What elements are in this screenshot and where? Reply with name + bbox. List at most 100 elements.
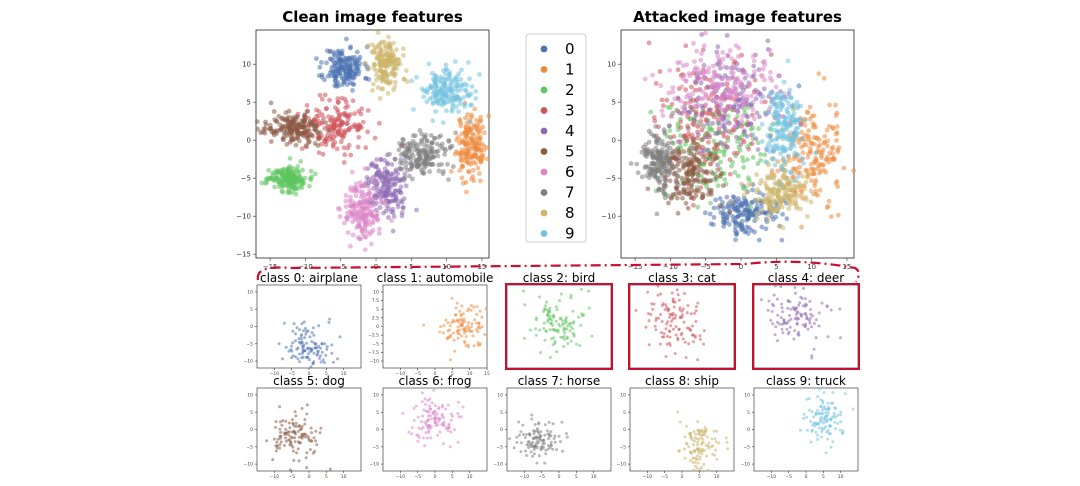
point-class-6 xyxy=(750,53,756,59)
point-class-0 xyxy=(290,344,294,348)
point-class-8 xyxy=(395,57,401,62)
point-class-3 xyxy=(377,120,382,126)
point-class-7 xyxy=(519,441,523,445)
point-class-3 xyxy=(343,113,348,118)
point-class-5 xyxy=(287,433,291,437)
point-class-4 xyxy=(699,32,704,37)
point-class-4 xyxy=(820,301,824,305)
point-class-9 xyxy=(780,102,785,108)
point-class-2 xyxy=(558,324,562,328)
point-class-3 xyxy=(689,312,693,316)
plot-title: class 5: dog xyxy=(273,374,345,388)
point-class-0 xyxy=(300,337,303,341)
plot-title: Attacked image features xyxy=(633,8,842,26)
point-class-5 xyxy=(681,180,686,186)
point-class-5 xyxy=(681,163,686,169)
point-class-9 xyxy=(822,391,826,395)
point-class-4 xyxy=(786,299,790,303)
point-class-4 xyxy=(734,61,740,67)
point-class-4 xyxy=(805,303,808,307)
point-class-6 xyxy=(776,73,781,79)
point-class-2 xyxy=(711,138,717,144)
point-class-5 xyxy=(284,436,288,440)
point-class-0 xyxy=(343,77,349,82)
point-class-8 xyxy=(677,449,681,453)
point-class-1 xyxy=(802,132,808,138)
point-class-0 xyxy=(324,353,328,357)
point-class-3 xyxy=(681,307,685,311)
point-class-9 xyxy=(814,430,818,434)
plot-title: class 9: truck xyxy=(766,374,846,388)
point-class-4 xyxy=(717,65,723,71)
point-class-6 xyxy=(744,73,750,78)
point-class-1 xyxy=(465,141,470,147)
point-class-4 xyxy=(736,67,742,73)
point-class-3 xyxy=(768,52,774,57)
point-class-8 xyxy=(768,207,774,213)
point-class-8 xyxy=(692,456,696,460)
point-class-0 xyxy=(760,192,766,198)
point-class-8 xyxy=(701,437,705,441)
point-class-3 xyxy=(343,105,348,110)
point-class-7 xyxy=(531,445,535,449)
point-class-5 xyxy=(277,122,283,127)
point-class-6 xyxy=(362,207,367,213)
x-tick-label: 15 xyxy=(842,263,851,271)
point-class-6 xyxy=(742,100,747,106)
point-class-6 xyxy=(740,91,746,97)
point-class-0 xyxy=(366,77,372,82)
point-class-7 xyxy=(435,153,441,159)
point-class-6 xyxy=(425,436,429,440)
point-class-9 xyxy=(777,95,783,101)
point-class-1 xyxy=(477,136,483,142)
point-class-1 xyxy=(472,305,476,309)
point-class-3 xyxy=(685,326,689,330)
point-class-9 xyxy=(785,58,791,64)
point-class-3 xyxy=(687,342,691,346)
point-class-5 xyxy=(269,129,275,135)
point-class-4 xyxy=(812,322,816,325)
point-class-6 xyxy=(433,409,436,413)
point-class-1 xyxy=(422,323,426,327)
point-class-1 xyxy=(438,330,442,334)
point-class-7 xyxy=(529,445,533,448)
point-class-2 xyxy=(563,331,567,335)
point-class-1 xyxy=(478,342,482,346)
point-class-3 xyxy=(647,312,650,316)
point-class-9 xyxy=(459,67,464,73)
point-class-9 xyxy=(458,77,464,82)
point-class-5 xyxy=(318,431,322,435)
point-class-9 xyxy=(819,417,822,421)
point-class-4 xyxy=(745,114,750,120)
point-class-9 xyxy=(421,94,427,100)
legend-marker xyxy=(540,86,548,94)
point-class-5 xyxy=(314,439,318,443)
point-class-6 xyxy=(700,122,706,128)
point-class-7 xyxy=(539,448,543,452)
point-class-6 xyxy=(420,400,424,404)
point-class-0 xyxy=(290,349,294,353)
point-class-0 xyxy=(291,341,295,345)
point-class-8 xyxy=(725,440,729,444)
point-class-7 xyxy=(424,138,430,144)
point-class-1 xyxy=(469,308,473,312)
point-class-1 xyxy=(828,214,834,220)
point-class-9 xyxy=(452,79,458,84)
point-class-5 xyxy=(296,447,300,451)
point-class-5 xyxy=(284,133,290,138)
point-class-4 xyxy=(675,139,681,145)
point-class-3 xyxy=(669,101,675,107)
point-class-9 xyxy=(798,428,802,432)
point-class-8 xyxy=(766,195,772,201)
point-class-0 xyxy=(779,237,785,243)
point-class-7 xyxy=(651,133,657,139)
point-class-3 xyxy=(344,121,350,127)
point-class-6 xyxy=(735,109,741,115)
point-class-0 xyxy=(321,358,325,362)
point-class-5 xyxy=(720,183,726,189)
point-class-6 xyxy=(449,412,453,416)
point-class-7 xyxy=(430,154,436,160)
point-class-0 xyxy=(348,69,354,74)
point-class-7 xyxy=(532,429,535,433)
